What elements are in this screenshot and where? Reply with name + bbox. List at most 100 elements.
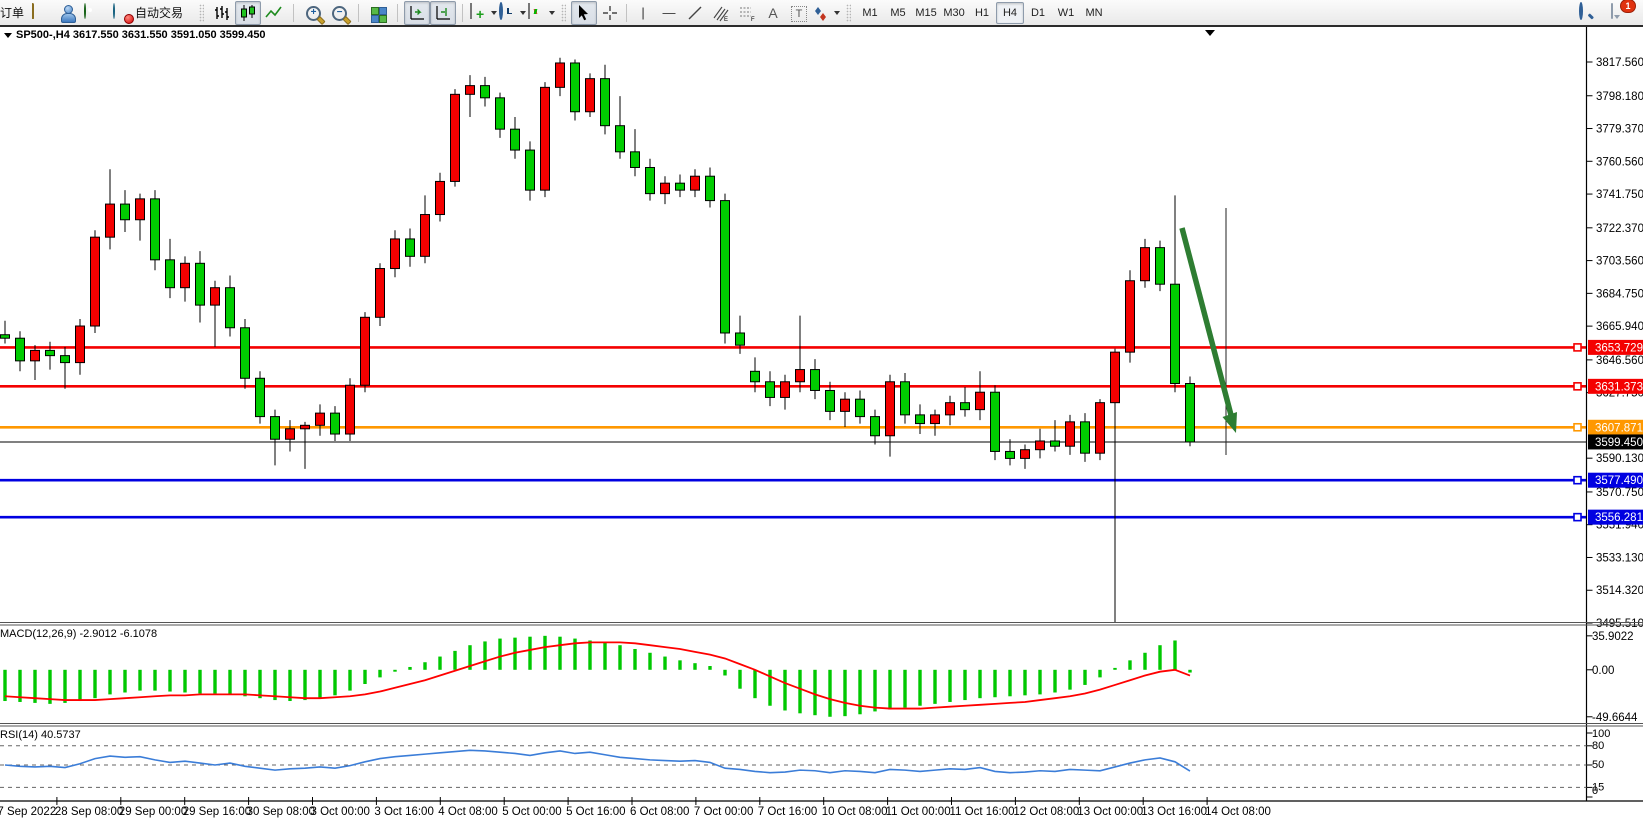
price-tick-label: 3741.750 xyxy=(1596,189,1643,201)
candle-body xyxy=(1185,383,1195,443)
horizontal-line-icon: — xyxy=(662,4,676,20)
candle-body xyxy=(315,412,325,426)
candle-body xyxy=(1125,280,1135,353)
order-book-button[interactable] xyxy=(28,1,54,25)
arrows-button[interactable] xyxy=(812,1,841,25)
new-order-icon xyxy=(470,2,473,19)
time-tick-label[interactable]: 29 Sep 16:00 xyxy=(183,806,251,818)
candle-body xyxy=(30,349,40,362)
vertical-line-button[interactable]: | xyxy=(630,1,656,25)
trend-arrow-head[interactable] xyxy=(1222,412,1238,433)
price-label-text: 3607.871 xyxy=(1595,422,1643,434)
vertical-line-icon: | xyxy=(641,4,645,20)
chevron-down-icon[interactable] xyxy=(4,32,12,38)
candle-body xyxy=(180,262,190,289)
time-tick-label[interactable]: 7 Oct 00:00 xyxy=(694,806,753,818)
time-tick-label[interactable]: 30 Sep 08:00 xyxy=(247,806,315,818)
period-button[interactable] xyxy=(498,1,527,25)
candle-body xyxy=(780,381,790,398)
price-tick-label: 3646.560 xyxy=(1596,355,1643,367)
auto-trading-button[interactable]: 自动交易 xyxy=(106,1,194,25)
text-button[interactable]: A xyxy=(760,1,786,25)
timeframe-M5[interactable]: M5 xyxy=(890,6,906,19)
chart-shift-icon xyxy=(436,5,451,20)
channel-button[interactable]: E xyxy=(708,1,734,25)
level-handle[interactable] xyxy=(1573,422,1582,432)
auto-scroll-button[interactable] xyxy=(404,0,431,25)
candle-body xyxy=(255,377,265,418)
accounts-button[interactable] xyxy=(54,1,80,25)
horizontal-line-button[interactable]: — xyxy=(656,1,682,25)
time-tick-label[interactable]: 11 Oct 00:00 xyxy=(886,806,951,818)
order-label[interactable]: 订单 xyxy=(0,6,25,20)
fibonacci-button[interactable]: F xyxy=(734,1,760,25)
level-handle[interactable] xyxy=(1573,382,1582,391)
text-label-button[interactable]: T xyxy=(786,1,812,25)
candle-body xyxy=(105,203,115,238)
time-tick-label[interactable]: 6 Oct 08:00 xyxy=(630,806,689,818)
candle-body xyxy=(1140,247,1150,282)
time-tick-label[interactable]: 27 Sep 2022 xyxy=(0,806,56,818)
time-tick-label[interactable]: 10 Oct 08:00 xyxy=(822,806,888,818)
chart-shift-marker[interactable] xyxy=(1205,30,1215,36)
chart-shift-button[interactable] xyxy=(430,0,457,25)
scroll-group xyxy=(401,0,459,25)
candlestick-chart-button[interactable] xyxy=(235,0,262,25)
candle-body xyxy=(630,151,640,168)
toolbar-drag-handle[interactable] xyxy=(561,3,567,22)
timeframe-H4[interactable]: H4 xyxy=(996,1,1025,24)
signals-button[interactable] xyxy=(80,1,106,25)
trend-arrow-annotation[interactable] xyxy=(1179,227,1234,416)
time-tick-label[interactable]: 13 Oct 00:00 xyxy=(1077,806,1143,818)
chart-type-group xyxy=(206,0,290,25)
zoom-in-button[interactable]: + xyxy=(300,1,326,25)
time-tick-label[interactable]: 12 Oct 08:00 xyxy=(1013,806,1079,818)
time-tick-label[interactable]: 7 Oct 16:00 xyxy=(758,806,817,818)
time-tick-label[interactable]: 3 Oct 00:00 xyxy=(311,806,370,818)
crosshair-icon xyxy=(603,5,618,20)
time-tick-label[interactable]: 4 Oct 08:00 xyxy=(438,806,497,818)
timeframe-D1[interactable]: D1 xyxy=(1030,6,1046,19)
timeframe-W1[interactable]: W1 xyxy=(1057,6,1075,19)
candle-body xyxy=(480,85,490,99)
candle-body xyxy=(945,402,955,416)
time-tick-label[interactable]: 3 Oct 16:00 xyxy=(374,806,433,818)
time-tick-label[interactable]: 11 Oct 16:00 xyxy=(950,806,1015,818)
chat-button[interactable]: 1 xyxy=(1607,0,1636,25)
price-label-text: 3577.490 xyxy=(1595,475,1643,487)
timeframe-MN[interactable]: MN xyxy=(1085,6,1103,19)
level-handle[interactable] xyxy=(1573,512,1582,522)
time-tick-label[interactable]: 5 Oct 16:00 xyxy=(566,806,625,818)
price-tick-label: 3760.560 xyxy=(1596,156,1643,168)
level-handle[interactable] xyxy=(1573,475,1582,485)
candle-body xyxy=(465,85,475,95)
timeframe-M30[interactable]: M30 xyxy=(943,6,965,19)
new-order-button[interactable] xyxy=(469,1,498,25)
toolbar-drag-handle[interactable] xyxy=(846,3,852,22)
tile-windows-button[interactable] xyxy=(365,1,391,25)
time-tick-label[interactable]: 29 Sep 00:00 xyxy=(119,806,187,818)
channel-icon: E xyxy=(713,6,729,22)
time-tick-label[interactable]: 5 Oct 00:00 xyxy=(502,806,561,818)
crosshair-button[interactable] xyxy=(597,1,623,25)
candle-body xyxy=(1170,283,1180,385)
timeframe-H1[interactable]: H1 xyxy=(974,6,990,19)
toolbar-drag-handle[interactable] xyxy=(199,3,205,22)
cursor-button[interactable] xyxy=(571,0,598,25)
timeframe-M1[interactable]: M1 xyxy=(862,6,878,19)
price-label-text: 3599.450 xyxy=(1595,437,1643,449)
search-button[interactable] xyxy=(1575,1,1601,25)
line-chart-button[interactable] xyxy=(261,1,287,25)
zoom-out-button[interactable]: − xyxy=(326,1,352,25)
time-tick-label[interactable]: 14 Oct 08:00 xyxy=(1205,806,1271,818)
chat-icon xyxy=(1611,2,1613,19)
time-tick-label[interactable]: 28 Sep 08:00 xyxy=(55,806,123,818)
time-tick-label[interactable]: 13 Oct 16:00 xyxy=(1141,806,1207,818)
level-handle[interactable] xyxy=(1573,343,1582,352)
timeframe-M15[interactable]: M15 xyxy=(915,6,937,19)
trendline-button[interactable] xyxy=(682,1,708,25)
candle-body xyxy=(60,355,70,364)
bar-chart-button[interactable] xyxy=(209,1,235,25)
indicators-button[interactable] xyxy=(527,1,556,25)
